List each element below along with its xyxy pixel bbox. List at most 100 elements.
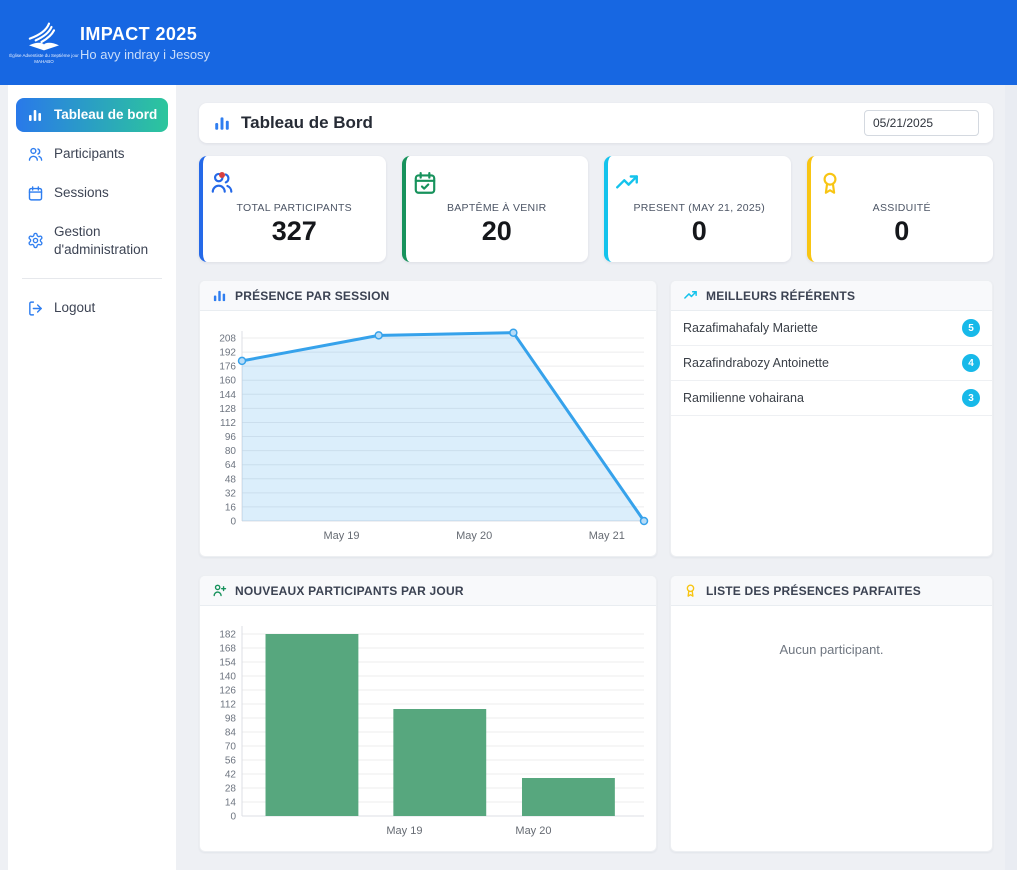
presence-line-chart: 0 16 32 48 64 80 96 112 128 144 160 176 192 208 May 19… <box>219 328 649 542</box>
award-icon <box>683 583 698 598</box>
sidebar-item-participants[interactable]: Participants <box>16 137 168 171</box>
svg-text:May 19: May 19 <box>323 530 359 542</box>
svg-text:May 19: May 19 <box>386 825 422 837</box>
svg-text:64: 64 <box>225 460 237 471</box>
panel-title: NOUVEAUX PARTICIPANTS PAR JOUR <box>235 583 464 598</box>
users-icon <box>26 145 44 163</box>
svg-text:176: 176 <box>219 362 236 373</box>
svg-text:112: 112 <box>220 700 236 711</box>
stat-value: 20 <box>481 216 512 246</box>
svg-text:208: 208 <box>219 334 236 345</box>
stat-label: ASSIDUITÉ <box>872 202 931 214</box>
svg-text:48: 48 <box>225 474 237 485</box>
svg-text:128: 128 <box>219 404 236 415</box>
svg-text:56: 56 <box>225 756 237 767</box>
referent-count-badge: 4 <box>962 354 980 372</box>
stat-value: 0 <box>894 216 910 246</box>
page-title: Tableau de Bord <box>241 113 373 132</box>
svg-text:192: 192 <box>219 348 236 359</box>
gear-icon <box>26 232 44 250</box>
svg-text:May 20: May 20 <box>515 825 551 837</box>
svg-text:32: 32 <box>225 488 237 499</box>
calendar-icon <box>26 184 44 202</box>
svg-text:0: 0 <box>230 517 236 528</box>
logo-caption-line2: MAHABO <box>34 58 54 64</box>
sidebar-item-label: Gestion d'administration <box>54 224 149 257</box>
svg-text:14: 14 <box>225 798 237 809</box>
stat-card-assiduite: ASSIDUITÉ 0 <box>806 156 993 262</box>
stat-value: 327 <box>271 216 317 246</box>
svg-text:16: 16 <box>225 502 237 513</box>
svg-text:May 20: May 20 <box>456 530 492 542</box>
meilleurs-referents-panel: MEILLEURS RÉFÉRENTS Razafimahafaly Marie… <box>670 280 993 557</box>
stat-card-present: PRESENT (MAY 21, 2025) 0 <box>604 156 791 262</box>
svg-text:98: 98 <box>225 714 237 725</box>
empty-state-text: Aucun participant. <box>779 642 884 657</box>
svg-text:168: 168 <box>219 644 236 655</box>
calendar-check-icon <box>412 170 583 196</box>
sidebar: Tableau de bord Participants Sessions Ge… <box>8 85 176 870</box>
page-header-card: Tableau de Bord <box>199 103 993 143</box>
bar-chart-icon <box>26 106 44 124</box>
users-icon <box>209 170 380 196</box>
referent-count-badge: 5 <box>962 319 980 337</box>
sidebar-item-logout[interactable]: Logout <box>16 291 168 325</box>
referent-row: Razafindrabozy Antoinette 4 <box>671 346 992 381</box>
logo-caption-line1: Église Adventiste du Septième jour <box>9 52 79 58</box>
referent-name: Razafindrabozy Antoinette <box>683 356 829 370</box>
charts-row-2: NOUVEAUX PARTICIPANTS PAR JOUR 0 14 28 42 56… <box>199 575 993 852</box>
stat-label: TOTAL PARTICIPANTS <box>236 202 352 214</box>
svg-text:112: 112 <box>220 418 236 429</box>
sidebar-item-label: Sessions <box>54 185 109 201</box>
svg-text:96: 96 <box>225 432 237 443</box>
referent-name: Ramilienne vohairana <box>683 391 804 405</box>
sidebar-item-sessions[interactable]: Sessions <box>16 176 168 210</box>
sidebar-item-tableau-de-bord[interactable]: Tableau de bord <box>16 98 168 132</box>
sidebar-item-label: Participants <box>54 146 125 162</box>
bar-chart-icon <box>212 288 227 303</box>
stats-row: TOTAL PARTICIPANTS 327 BAPTÊME À VENIR 2… <box>199 156 993 262</box>
charts-row-1: PRÉSENCE PAR SESSION 0 16 32 48 64 80 96 112 128… <box>199 280 993 557</box>
church-logo: Église Adventiste du Septième jour MAHAB… <box>9 21 79 64</box>
svg-text:160: 160 <box>219 376 236 387</box>
stat-card-total-participants: TOTAL PARTICIPANTS 327 <box>199 156 386 262</box>
date-input[interactable] <box>864 110 979 136</box>
sidebar-item-label: Tableau de bord <box>54 107 158 123</box>
svg-text:0: 0 <box>230 812 236 823</box>
stat-label: PRESENT (MAY 21, 2025) <box>633 202 765 214</box>
referent-row: Razafimahafaly Mariette 5 <box>671 311 992 346</box>
panel-title: PRÉSENCE PAR SESSION <box>235 288 390 303</box>
main-content: Tableau de Bord TOTAL PARTICIPANTS 327 B… <box>185 85 1005 852</box>
svg-text:144: 144 <box>219 390 236 401</box>
adventist-flame-logo-icon <box>28 22 59 51</box>
sidebar-item-label: Logout <box>54 300 96 316</box>
award-icon <box>817 170 988 196</box>
svg-text:182: 182 <box>219 630 236 641</box>
stat-card-bapteme-a-venir: BAPTÊME À VENIR 20 <box>401 156 588 262</box>
trending-up-icon <box>614 170 785 196</box>
svg-text:28: 28 <box>225 784 237 795</box>
panel-title: LISTE DES PRÉSENCES PARFAITES <box>706 583 921 598</box>
svg-text:42: 42 <box>225 770 237 781</box>
notification-dot <box>219 172 225 178</box>
brand: Église Adventiste du Septième jour MAHAB… <box>9 21 211 64</box>
svg-text:84: 84 <box>225 728 237 739</box>
referent-row: Ramilienne vohairana 3 <box>671 381 992 416</box>
bar-chart-icon <box>213 114 231 132</box>
nouveaux-participants-panel: NOUVEAUX PARTICIPANTS PAR JOUR 0 14 28 42 56… <box>199 575 657 852</box>
referent-name: Razafimahafaly Mariette <box>683 321 818 335</box>
app-title: IMPACT 2025 <box>80 23 198 44</box>
scrollbar-track[interactable] <box>1005 85 1017 870</box>
panel-title: MEILLEURS RÉFÉRENTS <box>706 288 856 303</box>
stat-label: BAPTÊME À VENIR <box>446 202 547 214</box>
app-subtitle: Ho avy indray i Jesosy <box>80 46 211 62</box>
stat-value: 0 <box>691 216 707 246</box>
app-header: Église Adventiste du Septième jour MAHAB… <box>0 0 1017 85</box>
svg-text:70: 70 <box>225 742 237 753</box>
sidebar-item-gestion-administration[interactable]: Gestion d'administration <box>16 215 168 266</box>
svg-text:126: 126 <box>219 686 236 697</box>
presence-par-session-panel: PRÉSENCE PAR SESSION 0 16 32 48 64 80 96 112 128… <box>199 280 657 557</box>
trending-up-icon <box>683 288 698 303</box>
sidebar-divider <box>22 278 162 280</box>
svg-text:140: 140 <box>219 672 236 683</box>
